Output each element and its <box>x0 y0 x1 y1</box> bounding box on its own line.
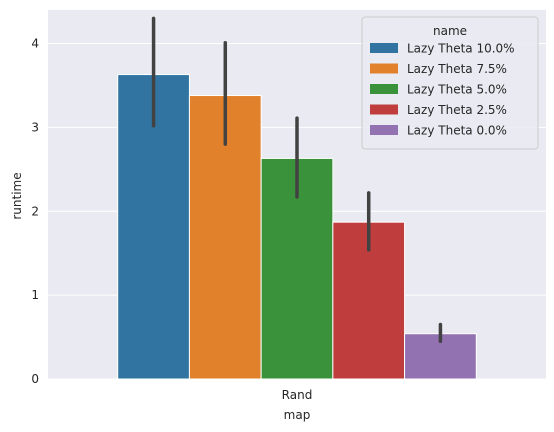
legend-label: Lazy Theta 0.0% <box>407 124 507 138</box>
legend-title: name <box>433 24 467 38</box>
y-tick-label: 4 <box>31 37 39 51</box>
legend-box <box>361 16 539 150</box>
legend: name Lazy Theta 10.0%Lazy Theta 7.5%Lazy… <box>361 16 539 150</box>
legend-label: Lazy Theta 10.0% <box>407 42 515 56</box>
y-tick-label: 2 <box>31 204 39 218</box>
y-axis-label: runtime <box>10 172 24 219</box>
legend-swatch <box>370 43 398 53</box>
legend-swatch <box>370 84 398 94</box>
y-tick-label: 0 <box>31 372 39 386</box>
y-tick-labels: 0 1 2 3 4 <box>31 37 39 386</box>
x-tick-label: Rand <box>282 388 313 402</box>
bar-lazy-theta-2-5 <box>332 221 406 380</box>
x-tick-labels: Rand <box>282 388 313 402</box>
x-axis-label: map <box>284 408 311 422</box>
legend-swatch <box>370 104 398 115</box>
legend-label: Lazy Theta 2.5% <box>407 103 507 117</box>
y-tick-label: 1 <box>31 288 39 302</box>
legend-swatch <box>370 125 398 135</box>
legend-items: Lazy Theta 10.0% Lazy Theta 7.5% Lazy Thet… <box>370 42 515 138</box>
legend-label: Lazy Theta 5.0% <box>407 83 507 97</box>
error-bars <box>151 16 443 344</box>
y-tick-label: 3 <box>31 120 39 134</box>
legend-label: Lazy Theta 7.5% <box>407 62 507 76</box>
legend-swatch <box>370 63 398 74</box>
